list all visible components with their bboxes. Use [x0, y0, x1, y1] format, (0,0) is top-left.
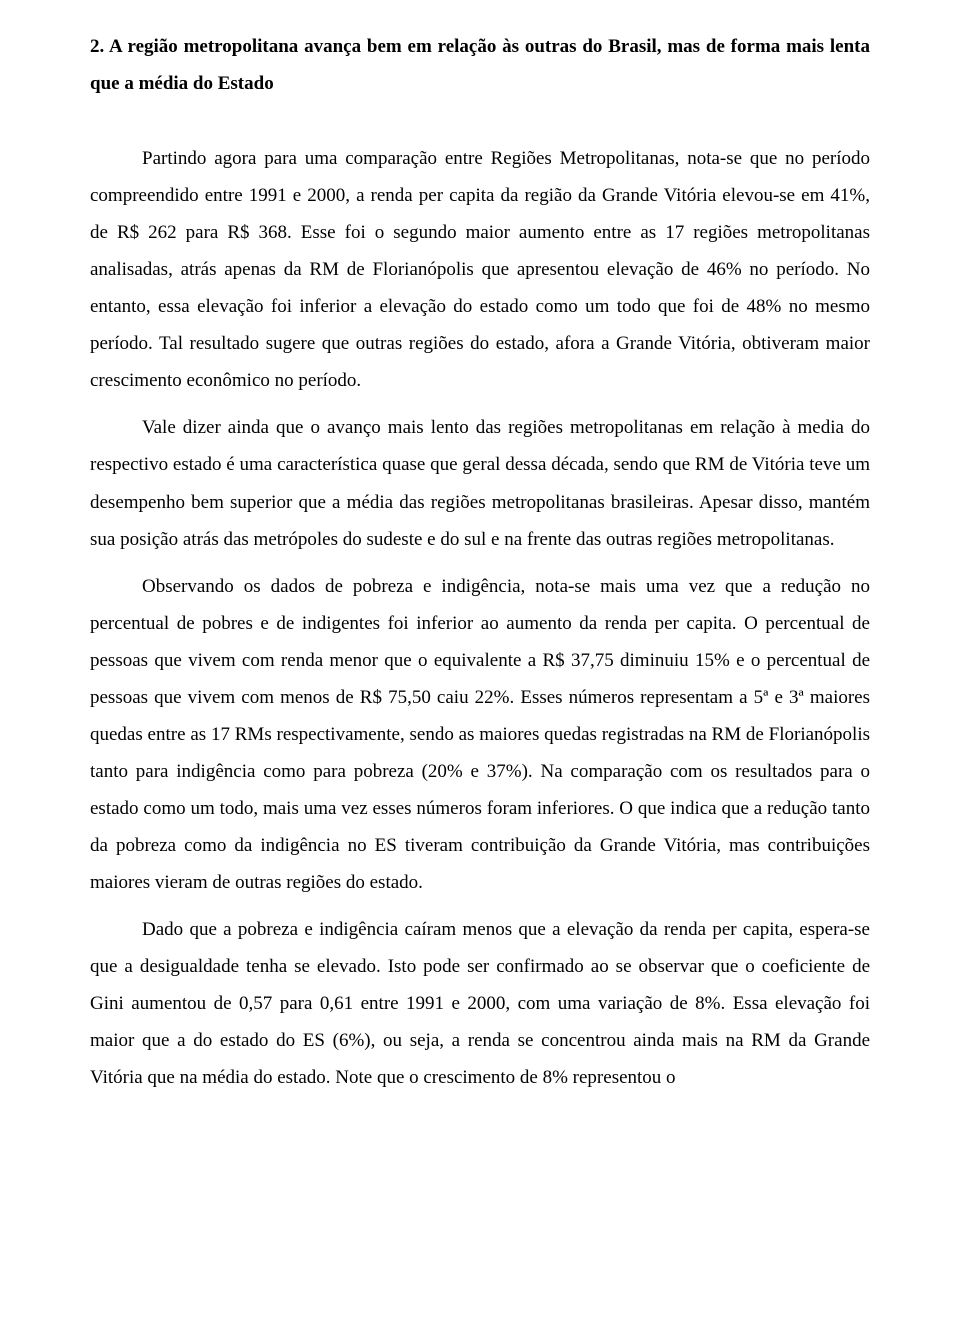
- paragraph-1: Partindo agora para uma comparação entre…: [90, 140, 870, 399]
- paragraph-3: Observando os dados de pobreza e indigên…: [90, 568, 870, 901]
- paragraph-2: Vale dizer ainda que o avanço mais lento…: [90, 409, 870, 557]
- paragraph-4: Dado que a pobreza e indigência caíram m…: [90, 911, 870, 1096]
- document-page: 2. A região metropolitana avança bem em …: [0, 0, 960, 1335]
- section-heading: 2. A região metropolitana avança bem em …: [90, 28, 870, 102]
